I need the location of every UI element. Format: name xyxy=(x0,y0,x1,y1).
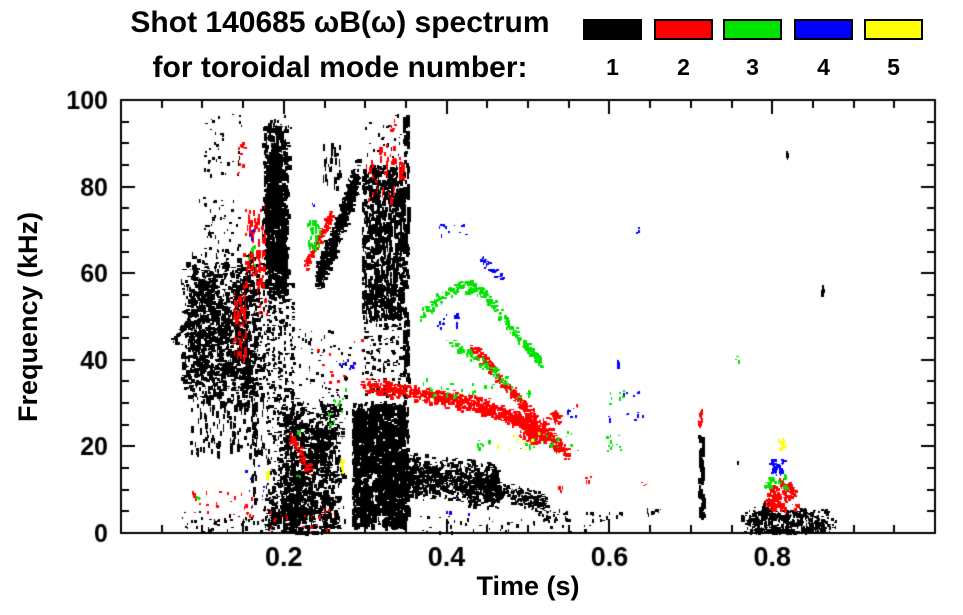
legend-swatch-mode-2 xyxy=(654,19,713,40)
legend-label-mode-1: 1 xyxy=(606,54,619,80)
legend-label-mode-2: 2 xyxy=(677,54,690,80)
y-axis-title: Frequency (kHz) xyxy=(13,211,43,423)
figure-title-line2: for toroidal mode number: xyxy=(152,51,528,84)
legend-swatch-mode-4 xyxy=(794,19,853,40)
legend-label-mode-5: 5 xyxy=(887,54,900,80)
legend-label-mode-3: 3 xyxy=(746,54,759,80)
figure-title-line1: Shot 140685 ωB(ω) spectrum xyxy=(130,6,550,39)
x-axis-title: Time (s) xyxy=(476,571,580,601)
legend-swatch-mode-5 xyxy=(864,19,923,40)
legend-label-mode-4: 4 xyxy=(817,54,830,80)
legend-swatch-mode-3 xyxy=(723,19,782,40)
legend-swatch-mode-1 xyxy=(583,19,642,40)
